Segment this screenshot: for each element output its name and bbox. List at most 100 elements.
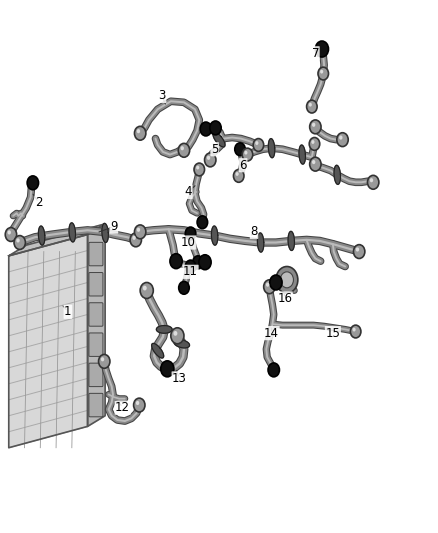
Circle shape [5, 228, 17, 241]
Circle shape [210, 121, 221, 135]
Circle shape [140, 282, 153, 298]
Circle shape [134, 126, 146, 140]
Circle shape [318, 67, 328, 80]
Text: 16: 16 [277, 292, 292, 305]
Polygon shape [88, 224, 105, 426]
Circle shape [193, 256, 203, 269]
Circle shape [253, 139, 264, 151]
Circle shape [244, 151, 247, 155]
Text: 3: 3 [159, 90, 166, 102]
Circle shape [353, 245, 365, 259]
Text: 1: 1 [64, 305, 72, 318]
Circle shape [130, 233, 141, 247]
Circle shape [185, 227, 196, 240]
Circle shape [276, 266, 298, 293]
Circle shape [307, 100, 317, 113]
Polygon shape [152, 343, 164, 358]
Circle shape [200, 122, 212, 136]
Polygon shape [334, 165, 340, 184]
Circle shape [179, 281, 189, 294]
Text: 11: 11 [183, 265, 198, 278]
Circle shape [205, 153, 216, 167]
Text: 4: 4 [184, 185, 192, 198]
Polygon shape [299, 145, 305, 164]
Circle shape [310, 120, 321, 134]
Circle shape [178, 143, 190, 157]
FancyBboxPatch shape [89, 363, 103, 386]
Circle shape [356, 247, 359, 252]
Text: 7: 7 [311, 47, 319, 60]
FancyBboxPatch shape [89, 393, 103, 417]
Circle shape [255, 141, 258, 145]
Circle shape [14, 236, 25, 249]
Circle shape [132, 236, 136, 240]
Polygon shape [156, 326, 172, 333]
Text: 2: 2 [35, 196, 42, 209]
Circle shape [266, 282, 269, 287]
FancyBboxPatch shape [89, 303, 103, 326]
FancyBboxPatch shape [89, 333, 103, 357]
Text: 14: 14 [264, 327, 279, 340]
Circle shape [16, 238, 20, 243]
Circle shape [315, 41, 328, 57]
Circle shape [137, 228, 140, 232]
Text: 10: 10 [181, 236, 196, 249]
Circle shape [320, 70, 323, 74]
Circle shape [309, 138, 320, 150]
Circle shape [233, 169, 244, 182]
Polygon shape [9, 224, 105, 256]
Circle shape [134, 225, 146, 239]
Circle shape [242, 148, 253, 161]
Circle shape [173, 331, 177, 336]
Circle shape [137, 129, 140, 133]
Circle shape [161, 361, 174, 377]
Circle shape [7, 230, 11, 235]
Circle shape [350, 325, 361, 338]
Circle shape [337, 133, 348, 147]
Circle shape [134, 398, 145, 412]
Circle shape [311, 140, 314, 144]
Polygon shape [212, 226, 218, 245]
Circle shape [280, 272, 293, 288]
Text: 12: 12 [115, 401, 130, 414]
FancyBboxPatch shape [89, 272, 103, 296]
Circle shape [143, 286, 147, 290]
Circle shape [236, 172, 239, 176]
Circle shape [194, 163, 205, 176]
FancyBboxPatch shape [89, 243, 103, 266]
Polygon shape [39, 226, 45, 245]
Circle shape [339, 135, 343, 140]
Circle shape [196, 166, 199, 169]
Circle shape [309, 103, 312, 107]
Text: 15: 15 [325, 327, 340, 340]
Circle shape [367, 175, 379, 189]
Text: 13: 13 [172, 372, 187, 385]
Text: 6: 6 [239, 159, 247, 172]
Circle shape [170, 254, 182, 269]
Circle shape [268, 363, 279, 377]
Polygon shape [213, 132, 225, 147]
Circle shape [370, 178, 373, 182]
Text: 9: 9 [110, 220, 118, 233]
Polygon shape [258, 233, 264, 252]
Circle shape [312, 160, 315, 164]
Circle shape [312, 123, 315, 127]
Circle shape [185, 260, 196, 273]
Circle shape [235, 143, 245, 156]
Polygon shape [69, 223, 75, 242]
Circle shape [199, 255, 211, 270]
Circle shape [310, 157, 321, 171]
Polygon shape [102, 223, 108, 243]
Circle shape [270, 275, 282, 290]
Circle shape [171, 328, 184, 344]
Circle shape [27, 176, 39, 190]
Polygon shape [268, 139, 275, 158]
Circle shape [353, 328, 356, 332]
Circle shape [136, 401, 139, 405]
Circle shape [207, 156, 210, 160]
Circle shape [99, 354, 110, 368]
Polygon shape [9, 235, 88, 448]
Polygon shape [174, 340, 190, 348]
Circle shape [101, 357, 104, 361]
Circle shape [264, 280, 275, 294]
